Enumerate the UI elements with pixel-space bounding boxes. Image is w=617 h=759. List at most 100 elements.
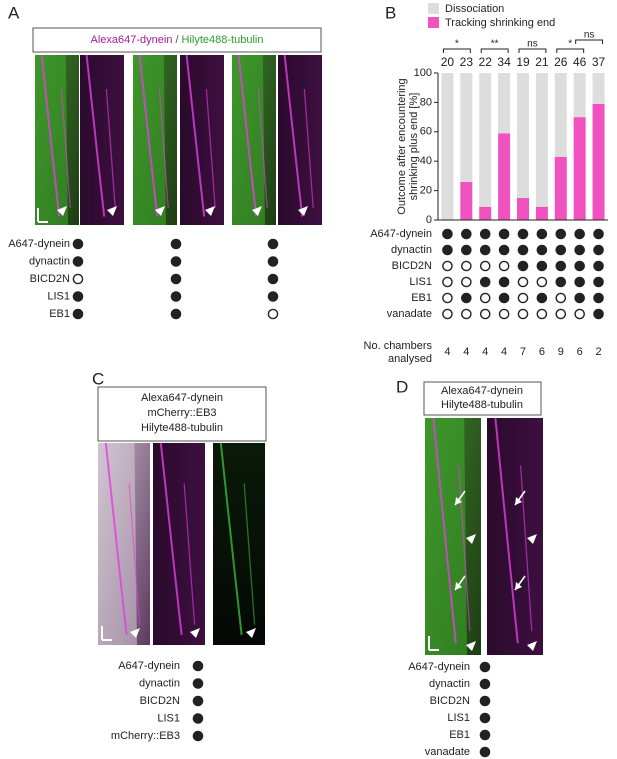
chambers-count: 2 (595, 346, 601, 358)
legend-box (97, 386, 267, 442)
arrowhead (205, 206, 215, 216)
filled-dot (170, 256, 182, 267)
y-axis-label: Outcome after encountering (396, 78, 408, 214)
filled-dot (479, 244, 491, 256)
count-label: 34 (497, 55, 511, 69)
chambers-count: 6 (539, 346, 545, 358)
y-axis-label: shrinking plus end [%] (408, 93, 420, 201)
arrowhead (252, 206, 262, 216)
y-tick-label: 60 (420, 126, 432, 138)
open-dot (479, 260, 491, 272)
condition-label: LIS1 (157, 712, 180, 724)
significance-label: ** (491, 39, 499, 50)
count-label: 26 (554, 55, 568, 69)
filled-dot (192, 730, 204, 742)
filled-dot (536, 244, 548, 256)
open-dot (536, 276, 548, 288)
track (205, 88, 216, 209)
filled-dot (574, 292, 585, 304)
arrowhead (190, 628, 200, 638)
filled-dot (479, 661, 491, 673)
arrowhead (527, 641, 537, 651)
filled-dot (461, 292, 472, 304)
significance-bracket (442, 48, 471, 53)
filled-dot (498, 276, 510, 288)
filled-dot (517, 244, 529, 256)
legend: Alexa647-dynein / Hilyte488-tubulin (91, 34, 264, 46)
track (60, 88, 71, 209)
track (159, 442, 183, 636)
filled-dot (479, 695, 491, 707)
panel-label: B (385, 3, 396, 22)
filled-dot (267, 256, 279, 267)
kymograph (133, 54, 177, 225)
chambers-count: 4 (463, 346, 469, 358)
legend-text: Hilyte488-tubulin (441, 399, 523, 411)
kymograph (153, 442, 205, 645)
filled-dot (536, 228, 548, 240)
kymograph (98, 442, 150, 645)
filled-dot (555, 276, 567, 288)
filled-dot (536, 292, 548, 304)
bar (592, 103, 605, 220)
bar (592, 73, 605, 104)
filled-dot (442, 244, 453, 256)
open-dot (461, 276, 472, 288)
filled-dot (479, 678, 491, 690)
filled-dot (574, 244, 585, 256)
bar (535, 206, 548, 220)
bar (479, 73, 492, 207)
track (303, 88, 314, 209)
bar (479, 206, 492, 220)
chambers-count: 4 (444, 346, 450, 358)
legend-label: Tracking shrinking end (445, 17, 555, 29)
filled-dot (72, 291, 84, 302)
arrow-tip (515, 582, 522, 590)
y-tick-label: 100 (414, 67, 432, 79)
open-dot (536, 308, 548, 320)
filled-dot (536, 260, 548, 272)
arrowhead (527, 534, 537, 544)
track (257, 88, 268, 209)
legend-text: Alexa647-dynein (91, 34, 173, 46)
kymograph (213, 442, 265, 645)
bar (498, 73, 511, 134)
condition-label: LIS1 (47, 290, 70, 302)
track (128, 483, 141, 625)
legend-box (32, 27, 322, 53)
chambers-label: No. chambers (364, 340, 433, 352)
kymograph (80, 54, 124, 225)
open-dot (498, 308, 510, 320)
bar (460, 73, 473, 182)
significance-bracket (480, 48, 509, 53)
open-dot (517, 308, 529, 320)
count-label: 23 (460, 55, 474, 69)
filled-dot (461, 228, 472, 240)
filled-dot (593, 260, 604, 272)
chambers-count: 9 (558, 346, 564, 358)
track (237, 54, 258, 217)
filled-dot (267, 291, 279, 302)
filled-dot (72, 238, 84, 250)
track (85, 54, 106, 217)
track (105, 88, 116, 209)
filled-dot (479, 729, 491, 741)
arrow-tip (515, 497, 522, 505)
count-label: 22 (479, 55, 493, 69)
condition-label: BICD2N (430, 695, 470, 707)
track (185, 54, 206, 217)
filled-dot (267, 238, 279, 250)
arrowhead (155, 206, 165, 216)
condition-label: LIS1 (409, 276, 432, 288)
open-dot (442, 292, 453, 304)
condition-label: BICD2N (392, 260, 432, 272)
filled-dot (479, 712, 491, 724)
open-dot (267, 308, 279, 320)
condition-label: BICD2N (30, 273, 70, 285)
significance-bracket (556, 48, 585, 53)
open-dot (555, 308, 567, 320)
filled-dot (192, 678, 204, 689)
filled-dot (479, 228, 491, 240)
open-dot (442, 260, 453, 272)
arrowhead (107, 206, 117, 216)
